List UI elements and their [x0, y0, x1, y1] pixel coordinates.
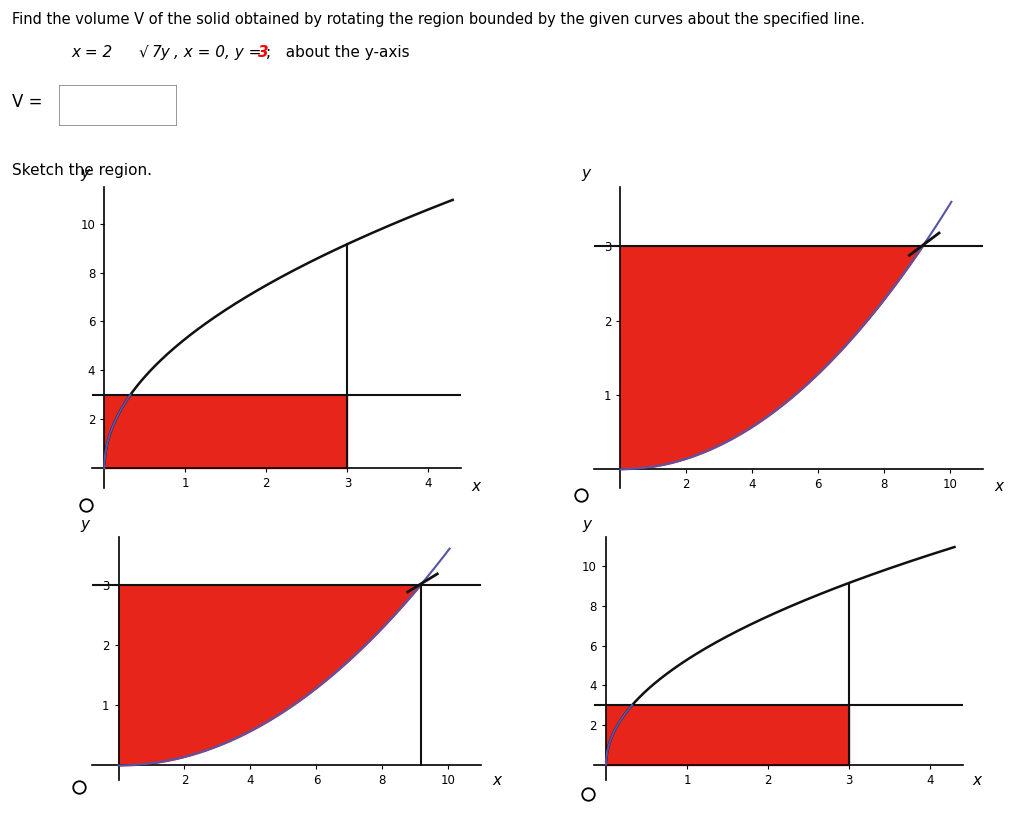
Text: x = 2: x = 2: [72, 45, 118, 59]
FancyBboxPatch shape: [59, 85, 177, 126]
Text: 7y: 7y: [152, 45, 170, 59]
X-axis label: x: x: [994, 479, 1004, 493]
X-axis label: x: x: [471, 479, 480, 493]
Text: Find the volume V of the solid obtained by rotating the region bounded by the gi: Find the volume V of the solid obtained …: [12, 12, 865, 27]
Y-axis label: y: y: [80, 166, 89, 181]
Text: Sketch the region.: Sketch the region.: [12, 163, 153, 177]
Y-axis label: y: y: [80, 517, 89, 532]
Text: √: √: [138, 45, 148, 59]
Text: ;   about the y-axis: ; about the y-axis: [266, 45, 410, 59]
Text: V =: V =: [12, 93, 43, 111]
X-axis label: x: x: [493, 773, 502, 788]
Y-axis label: y: y: [582, 517, 591, 532]
Y-axis label: y: y: [582, 166, 591, 181]
Text: , x = 0, y =: , x = 0, y =: [174, 45, 266, 59]
Text: 3: 3: [258, 45, 268, 59]
X-axis label: x: x: [973, 773, 982, 788]
